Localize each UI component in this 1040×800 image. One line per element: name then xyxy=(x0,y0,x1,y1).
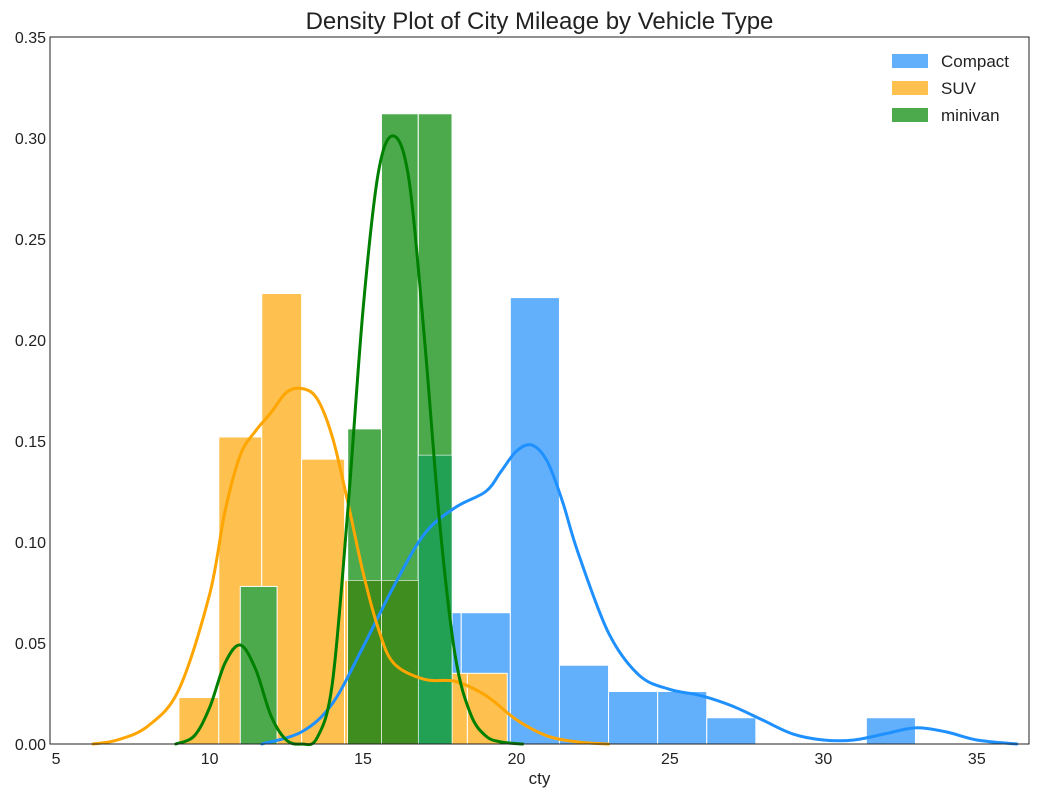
y-tick-label: 0.35 xyxy=(15,30,46,47)
y-axis-ticks: 0.00 0.05 0.10 0.15 0.20 0.25 0.30 0.35 xyxy=(15,30,46,754)
hist-bar-compact-4 xyxy=(558,664,610,745)
hist-bar-compact-7 xyxy=(706,717,757,745)
legend-label-suv: SUV xyxy=(941,79,977,98)
x-tick-label: 25 xyxy=(661,751,679,768)
hist-bar-suv-0 xyxy=(178,697,220,745)
legend-label-minivan: minivan xyxy=(941,106,1000,125)
hist-bar-compact-3 xyxy=(509,297,560,745)
x-axis-label: cty xyxy=(529,769,551,788)
legend-swatch-minivan xyxy=(892,108,928,122)
legend: Compact SUV minivan xyxy=(892,52,1009,125)
x-tick-label: 5 xyxy=(52,751,61,768)
x-tick-label: 35 xyxy=(968,751,986,768)
hist-bar-suv-3 xyxy=(301,458,346,745)
hist-bar-overlap-2 xyxy=(347,580,382,745)
hist-bar-overlap-1 xyxy=(381,580,419,745)
x-tick-label: 30 xyxy=(814,751,832,768)
x-tick-label: 20 xyxy=(508,751,526,768)
hist-bar-compact-5 xyxy=(608,690,659,745)
hist-bar-compact-6 xyxy=(657,690,708,745)
legend-label-compact: Compact xyxy=(941,52,1009,71)
legend-swatch-suv xyxy=(892,81,928,95)
kde-line-minivan xyxy=(174,134,525,747)
y-tick-label: 0.25 xyxy=(15,232,46,249)
kde-line-compact xyxy=(260,443,1019,746)
y-tick-label: 0.00 xyxy=(15,737,46,754)
y-tick-label: 0.05 xyxy=(15,636,46,653)
hist-bar-compact-8 xyxy=(865,717,916,745)
kde-curves xyxy=(91,134,1019,747)
chart-title: Density Plot of City Mileage by Vehicle … xyxy=(306,8,774,35)
y-tick-label: 0.20 xyxy=(15,333,46,350)
y-tick-label: 0.30 xyxy=(15,131,46,148)
x-axis-ticks: 5 10 15 20 25 30 35 xyxy=(52,751,986,768)
x-tick-label: 10 xyxy=(201,751,219,768)
histogram-bars xyxy=(178,113,916,745)
y-tick-label: 0.15 xyxy=(15,434,46,451)
x-tick-label: 15 xyxy=(354,751,372,768)
legend-swatch-compact xyxy=(892,54,928,68)
y-tick-label: 0.10 xyxy=(15,535,46,552)
kde-line-suv xyxy=(91,386,611,746)
plot-frame xyxy=(49,36,1030,745)
